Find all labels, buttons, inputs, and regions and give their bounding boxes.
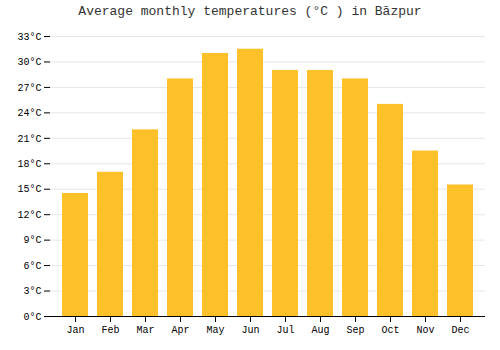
svg-text:15°C: 15°C (17, 184, 41, 195)
svg-text:12°C: 12°C (17, 210, 41, 221)
svg-text:Dec: Dec (451, 325, 469, 336)
svg-text:Jul: Jul (276, 325, 294, 336)
svg-text:27°C: 27°C (17, 83, 41, 94)
svg-text:Oct: Oct (381, 325, 399, 336)
svg-text:Mar: Mar (136, 325, 154, 336)
svg-text:30°C: 30°C (17, 57, 41, 68)
svg-text:21°C: 21°C (17, 134, 41, 145)
svg-text:18°C: 18°C (17, 159, 41, 170)
svg-text:9°C: 9°C (23, 235, 41, 246)
svg-text:24°C: 24°C (17, 108, 41, 119)
svg-text:6°C: 6°C (23, 261, 41, 272)
svg-text:Sep: Sep (346, 325, 364, 336)
svg-text:Aug: Aug (311, 325, 329, 336)
svg-text:Jan: Jan (66, 325, 84, 336)
html-text:Average monthly temperatures (: Average monthly temperatures (°C ) in Bā… (78, 4, 422, 19)
svg-text:3°C: 3°C (23, 286, 41, 297)
svg-text:33°C: 33°C (17, 32, 41, 43)
svg-text:Apr: Apr (171, 325, 189, 336)
svg-text:May: May (206, 325, 224, 336)
svg-text:Feb: Feb (101, 325, 119, 336)
svg-text:0°C: 0°C (23, 312, 41, 323)
svg-text:Jun: Jun (241, 325, 259, 336)
svg-text:Nov: Nov (416, 325, 434, 336)
